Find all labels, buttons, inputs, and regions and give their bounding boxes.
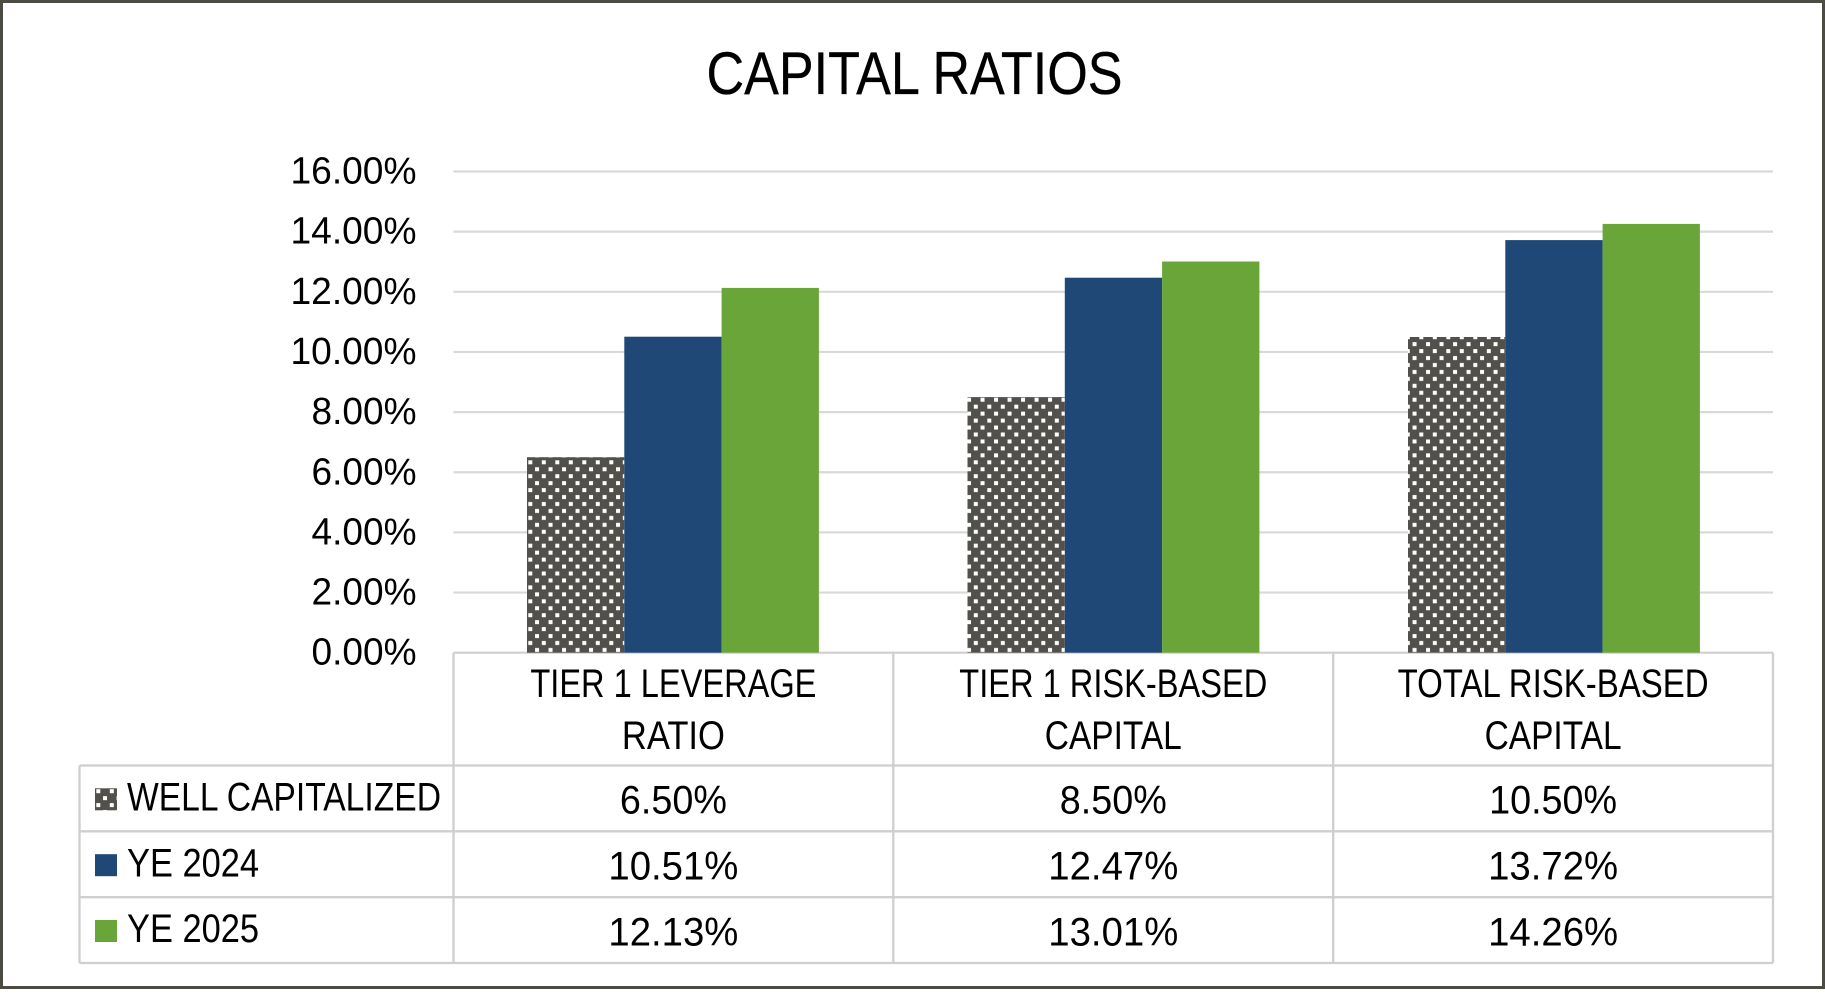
svg-text:14.00%: 14.00%	[291, 211, 417, 253]
svg-text:8.00%: 8.00%	[312, 391, 417, 433]
svg-text:TIER 1 RISK-BASED: TIER 1 RISK-BASED	[959, 662, 1267, 706]
svg-text:8.50%: 8.50%	[1060, 779, 1167, 823]
svg-text:6.00%: 6.00%	[312, 451, 417, 493]
svg-text:12.00%: 12.00%	[291, 271, 417, 313]
svg-text:6.50%: 6.50%	[620, 779, 727, 823]
svg-text:13.01%: 13.01%	[1048, 910, 1178, 954]
svg-text:RATIO: RATIO	[622, 714, 725, 758]
svg-text:12.47%: 12.47%	[1048, 845, 1178, 889]
svg-text:14.26%: 14.26%	[1488, 910, 1618, 954]
svg-text:YE 2025: YE 2025	[127, 907, 259, 951]
svg-text:TOTAL RISK-BASED: TOTAL RISK-BASED	[1398, 662, 1709, 706]
svg-text:10.50%: 10.50%	[1489, 779, 1617, 823]
svg-text:4.00%: 4.00%	[312, 511, 417, 553]
svg-text:16.00%: 16.00%	[291, 151, 417, 193]
svg-text:13.72%: 13.72%	[1488, 845, 1618, 889]
svg-text:0.00%: 0.00%	[312, 632, 417, 674]
svg-text:10.00%: 10.00%	[291, 331, 417, 373]
svg-text:CAPITAL: CAPITAL	[1485, 714, 1622, 758]
svg-text:2.00%: 2.00%	[312, 572, 417, 614]
svg-text:TIER 1 LEVERAGE: TIER 1 LEVERAGE	[530, 662, 816, 706]
svg-text:YE 2024: YE 2024	[127, 841, 259, 885]
svg-text:CAPITAL RATIOS: CAPITAL RATIOS	[707, 40, 1123, 107]
svg-text:WELL CAPITALIZED: WELL CAPITALIZED	[127, 776, 441, 820]
svg-text:CAPITAL: CAPITAL	[1045, 714, 1182, 758]
svg-text:10.51%: 10.51%	[608, 845, 738, 889]
svg-text:12.13%: 12.13%	[608, 910, 738, 954]
